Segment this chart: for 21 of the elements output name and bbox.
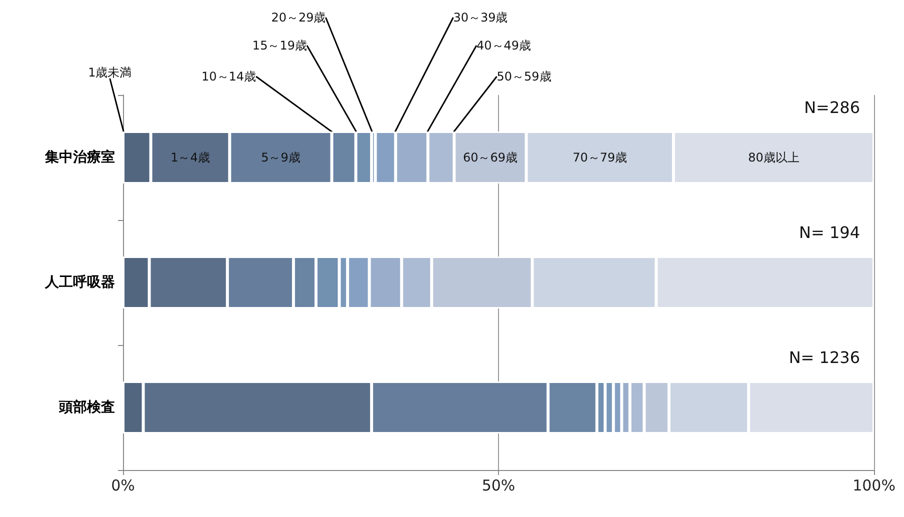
x-tick-label: 50% bbox=[482, 476, 516, 494]
annotation: N= 1236 bbox=[788, 348, 860, 367]
text: 20～29歳 bbox=[271, 10, 326, 24]
series-label: 70～79歳 bbox=[572, 150, 628, 164]
x-tick-label: 0% bbox=[111, 476, 135, 494]
y-tick-label: 人工呼吸器 bbox=[44, 274, 115, 290]
text: 40～49歳 bbox=[476, 38, 532, 52]
text: 30～39歳 bbox=[453, 10, 508, 24]
text: 1歳未満 bbox=[88, 66, 132, 80]
series-label: 80歳以上 bbox=[748, 150, 800, 164]
series-label: 60～69歳 bbox=[462, 150, 518, 164]
x-tick-label: 100% bbox=[852, 476, 896, 494]
text: 10～14歳 bbox=[202, 70, 256, 84]
series-label: 5～9歳 bbox=[261, 150, 300, 164]
annotation: N= 194 bbox=[799, 223, 860, 242]
series-label: 1～4歳 bbox=[170, 150, 210, 164]
text: 50～59歳 bbox=[496, 70, 552, 84]
annotation: N=286 bbox=[804, 98, 860, 117]
y-tick-label: 頭部検査 bbox=[58, 398, 115, 416]
text: 15～19歳 bbox=[252, 38, 307, 52]
y-tick-label: 集中治療室 bbox=[44, 148, 115, 166]
